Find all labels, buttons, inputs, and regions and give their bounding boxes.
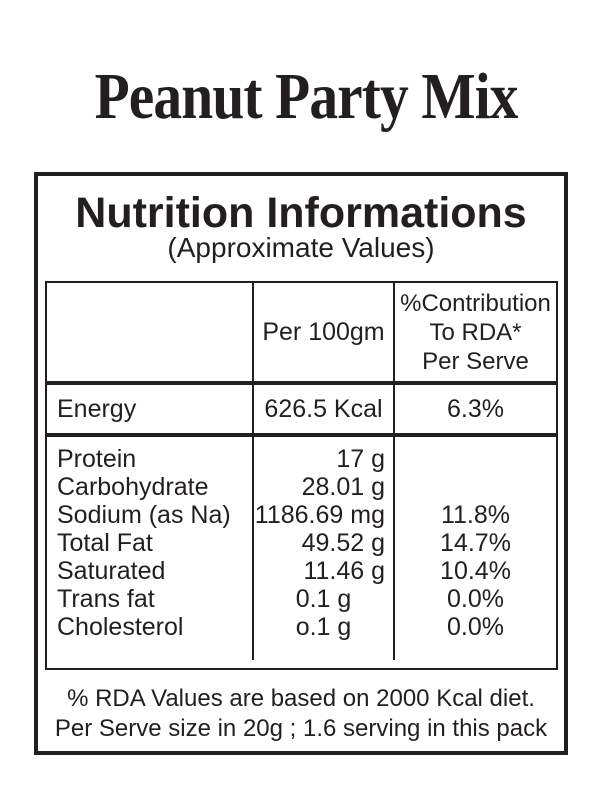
energy-row: Energy 626.5 Kcal 6.3% bbox=[47, 385, 556, 437]
panel-heading: Nutrition Informations bbox=[75, 189, 527, 237]
nutrient-label: Saturated bbox=[57, 557, 166, 585]
nutrient-label: Trans fat bbox=[57, 585, 155, 613]
product-title-wrap: Peanut Party Mix bbox=[0, 62, 613, 132]
panel-subheading: (Approximate Values) bbox=[167, 232, 435, 263]
nutrient-rda: 0.0% bbox=[447, 585, 504, 613]
energy-value: 626.5 Kcal bbox=[254, 385, 395, 433]
nutrient-value: 11.46 g bbox=[303, 557, 385, 585]
product-title: Peanut Party Mix bbox=[94, 60, 519, 133]
header-cell-per100gm: Per 100gm bbox=[254, 283, 395, 381]
header-rda-line2: To RDA* bbox=[429, 318, 522, 346]
nutrient-label: Protein bbox=[57, 445, 137, 473]
nutrient-rda bbox=[395, 473, 556, 501]
nutrient-label: Carbohydrate bbox=[57, 473, 209, 501]
nutrition-panel: Nutrition Informations (Approximate Valu… bbox=[34, 172, 568, 755]
nutrient-rda-column: 11.8% 14.7% 10.4% 0.0% 0.0% bbox=[395, 437, 556, 660]
rda-footnote: % RDA Values are based on 2000 Kcal diet… bbox=[38, 684, 564, 744]
nutrient-label: Sodium (as Na) bbox=[57, 501, 231, 529]
nutrient-rda: 10.4% bbox=[440, 557, 511, 585]
footnote-line2: Per Serve size in 20g ; 1.6 serving in t… bbox=[54, 715, 548, 742]
nutrient-rda: 11.8% bbox=[440, 501, 511, 529]
nutrient-label: Cholesterol bbox=[57, 613, 184, 641]
nutrient-rda bbox=[395, 445, 556, 473]
nutrient-value: 49.52 g bbox=[301, 529, 385, 557]
footnote-line1: % RDA Values are based on 2000 Kcal diet… bbox=[67, 685, 535, 712]
nutrient-rda: 14.7% bbox=[440, 529, 511, 557]
energy-label: Energy bbox=[47, 385, 254, 433]
nutrition-table: Per 100gm %Contribution To RDA* Per Serv… bbox=[45, 281, 558, 670]
table-header-row: Per 100gm %Contribution To RDA* Per Serv… bbox=[47, 283, 556, 385]
nutrient-block: Protein Carbohydrate Sodium (as Na) Tota… bbox=[47, 437, 556, 660]
nutrient-value: 28.01 g bbox=[301, 473, 385, 501]
nutrient-value: 1186.69 mg bbox=[254, 501, 385, 529]
nutrient-label: Total Fat bbox=[57, 529, 153, 557]
header-rda-line1: %Contribution bbox=[400, 289, 551, 317]
header-cell-rda: %Contribution To RDA* Per Serve bbox=[395, 283, 556, 381]
nutrient-value: o.1 g bbox=[295, 613, 352, 641]
nutrient-labels-column: Protein Carbohydrate Sodium (as Na) Tota… bbox=[47, 437, 254, 660]
header-rda-line3: Per Serve bbox=[422, 347, 529, 375]
nutrient-value: 0.1 g bbox=[295, 585, 352, 613]
energy-rda: 6.3% bbox=[447, 394, 504, 423]
nutrient-rda: 0.0% bbox=[447, 613, 504, 641]
nutrient-value: 17 g bbox=[336, 445, 385, 473]
nutrient-values-column: 17 g 28.01 g 1186.69 mg 49.52 g 11.46 g … bbox=[254, 437, 395, 660]
header-cell-blank bbox=[47, 283, 254, 381]
